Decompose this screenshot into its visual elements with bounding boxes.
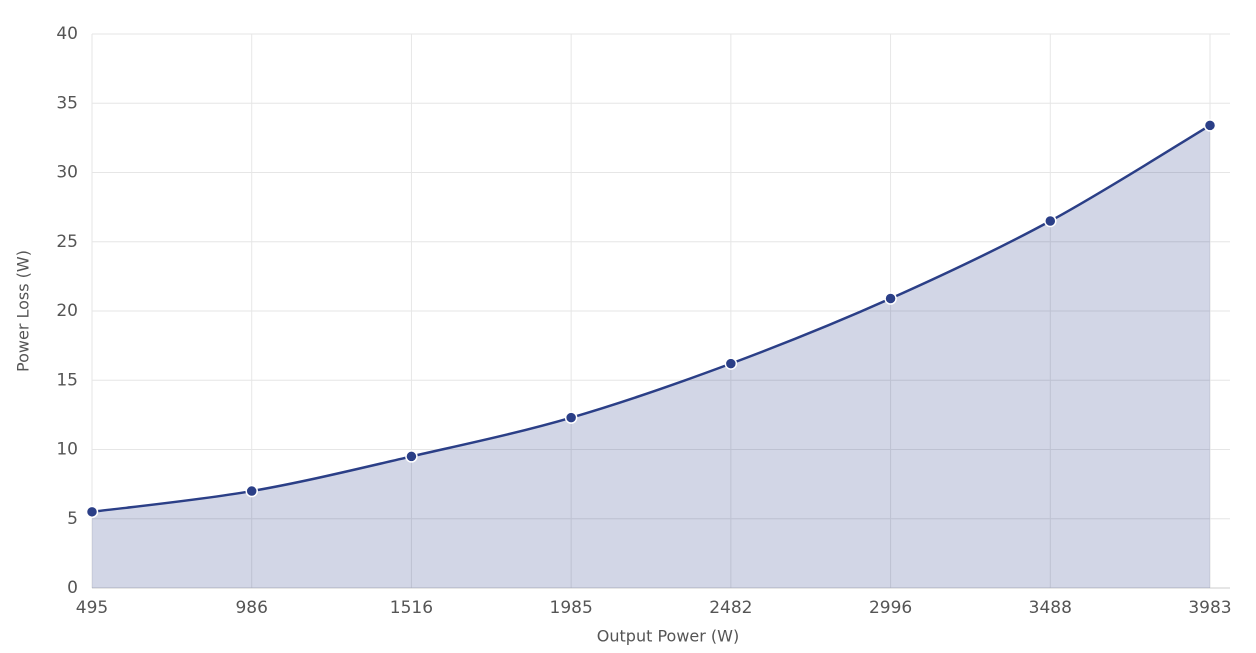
y-tick-label: 20	[56, 301, 78, 321]
y-axis-label: Power Loss (W)	[14, 250, 33, 372]
point	[884, 292, 897, 305]
point	[1044, 214, 1057, 228]
y-tick-label: 0	[67, 578, 78, 598]
x-tick-label: 3983	[1188, 598, 1231, 618]
y-tick-label: 5	[67, 509, 78, 529]
area-fill	[92, 125, 1210, 588]
x-tick-label: 986	[235, 598, 267, 618]
x-tick-label: 1516	[390, 598, 433, 618]
y-tick-label: 35	[56, 93, 78, 113]
x-tick-label: 495	[76, 598, 108, 618]
point	[724, 357, 738, 370]
y-tick-label: 30	[56, 163, 78, 183]
point	[85, 505, 99, 519]
x-tick-label: 3488	[1029, 598, 1072, 618]
y-tick-label: 10	[56, 440, 78, 460]
point	[564, 411, 578, 424]
y-tick-label: 40	[56, 24, 78, 44]
x-tick-label: 2996	[869, 598, 912, 618]
x-tick-label: 1985	[550, 598, 593, 618]
y-tick-label: 25	[56, 232, 78, 252]
point	[245, 484, 258, 498]
x-axis-label: Output Power (W)	[597, 627, 739, 646]
point	[1203, 119, 1217, 132]
line	[91, 124, 1211, 514]
x-tick-label: 2482	[709, 598, 752, 618]
y-tick-label: 15	[56, 370, 78, 390]
point	[405, 450, 418, 463]
